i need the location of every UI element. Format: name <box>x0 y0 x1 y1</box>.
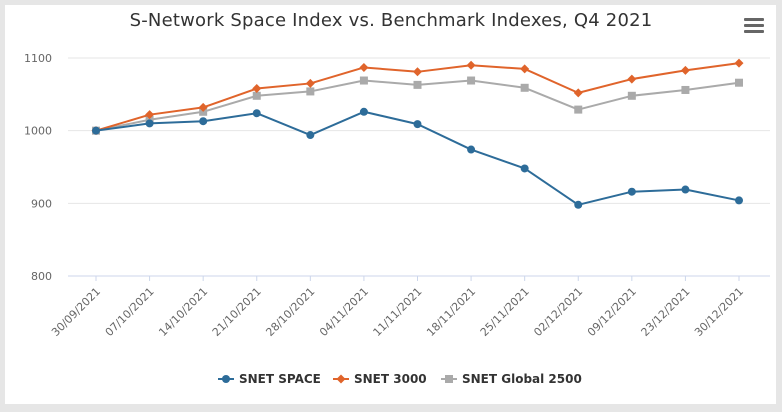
x-axis: 30/09/2021 07/10/2021 14/10/2021 21/10/2021… <box>49 275 770 339</box>
x-tick-label: 23/12/2021 <box>639 285 693 339</box>
series-lines <box>91 58 744 209</box>
x-tick-label: 28/10/2021 <box>263 285 317 339</box>
hamburger-menu-icon[interactable] <box>744 18 764 36</box>
data-point[interactable] <box>359 107 368 116</box>
data-point[interactable] <box>627 74 637 84</box>
legend-marker[interactable] <box>222 375 230 383</box>
data-point[interactable] <box>735 196 743 205</box>
x-tick-label: 09/12/2021 <box>585 285 639 339</box>
data-point[interactable] <box>627 91 636 100</box>
data-point[interactable] <box>306 87 315 96</box>
data-point[interactable] <box>252 84 262 94</box>
data-point[interactable] <box>735 78 743 87</box>
x-tick-label: 04/11/2021 <box>317 285 371 339</box>
data-point[interactable] <box>199 117 208 126</box>
legend-marker[interactable] <box>336 374 346 384</box>
data-point[interactable] <box>574 105 583 114</box>
y-tick-label: 800 <box>31 270 52 283</box>
data-point[interactable] <box>413 80 422 89</box>
data-point[interactable] <box>413 67 422 77</box>
y-tick-label: 1100 <box>24 52 52 65</box>
legend-label: SNET 3000 <box>354 372 427 386</box>
data-point[interactable] <box>681 185 690 194</box>
data-point[interactable] <box>359 62 369 72</box>
data-point[interactable] <box>306 131 315 140</box>
legend-marker[interactable] <box>445 375 453 383</box>
legend: SNET SPACE SNET 3000 SNET Global 2500 <box>218 372 582 386</box>
data-point[interactable] <box>252 109 261 118</box>
data-point[interactable] <box>466 60 476 70</box>
data-point[interactable] <box>520 64 530 74</box>
series-snet-space <box>92 107 743 209</box>
legend-item-snet-space[interactable]: SNET SPACE <box>218 372 321 386</box>
data-point[interactable] <box>92 126 100 135</box>
x-tick-label: 11/11/2021 <box>371 285 425 339</box>
data-point[interactable] <box>574 200 583 209</box>
data-point[interactable] <box>467 76 476 85</box>
data-point[interactable] <box>467 145 476 154</box>
x-tick-label: 18/11/2021 <box>424 285 478 339</box>
x-tick-label: 02/12/2021 <box>531 285 585 339</box>
data-point[interactable] <box>198 102 208 112</box>
x-tick-label: 25/11/2021 <box>478 285 532 339</box>
data-point[interactable] <box>573 88 583 98</box>
data-point[interactable] <box>252 91 261 100</box>
y-tick-label: 900 <box>31 197 52 210</box>
data-point[interactable] <box>627 187 636 196</box>
y-axis: 800 900 1000 1100 <box>24 52 52 283</box>
x-tick-label: 30/12/2021 <box>692 285 746 339</box>
legend-item-snet-global-2500[interactable]: SNET Global 2500 <box>441 372 582 386</box>
legend-label: SNET SPACE <box>239 372 321 386</box>
chart-title: S-Network Space Index vs. Benchmark Inde… <box>129 10 653 31</box>
x-tick-label: 30/09/2021 <box>49 285 103 339</box>
data-point[interactable] <box>520 83 529 92</box>
data-point[interactable] <box>734 58 744 68</box>
data-point[interactable] <box>145 119 154 128</box>
data-point[interactable] <box>681 85 690 94</box>
data-point[interactable] <box>413 120 422 129</box>
legend-item-snet-3000[interactable]: SNET 3000 <box>333 372 427 386</box>
data-point[interactable] <box>680 65 690 75</box>
y-tick-label: 1000 <box>24 125 52 138</box>
gridlines <box>68 57 770 277</box>
data-point[interactable] <box>145 110 155 120</box>
x-tick-label: 21/10/2021 <box>210 285 264 339</box>
data-point[interactable] <box>520 164 529 173</box>
chart-frame <box>5 5 776 404</box>
data-point[interactable] <box>305 78 315 88</box>
x-tick-label: 14/10/2021 <box>156 285 210 339</box>
data-point[interactable] <box>359 76 368 85</box>
legend-label: SNET Global 2500 <box>462 372 582 386</box>
x-tick-label: 07/10/2021 <box>103 285 157 339</box>
